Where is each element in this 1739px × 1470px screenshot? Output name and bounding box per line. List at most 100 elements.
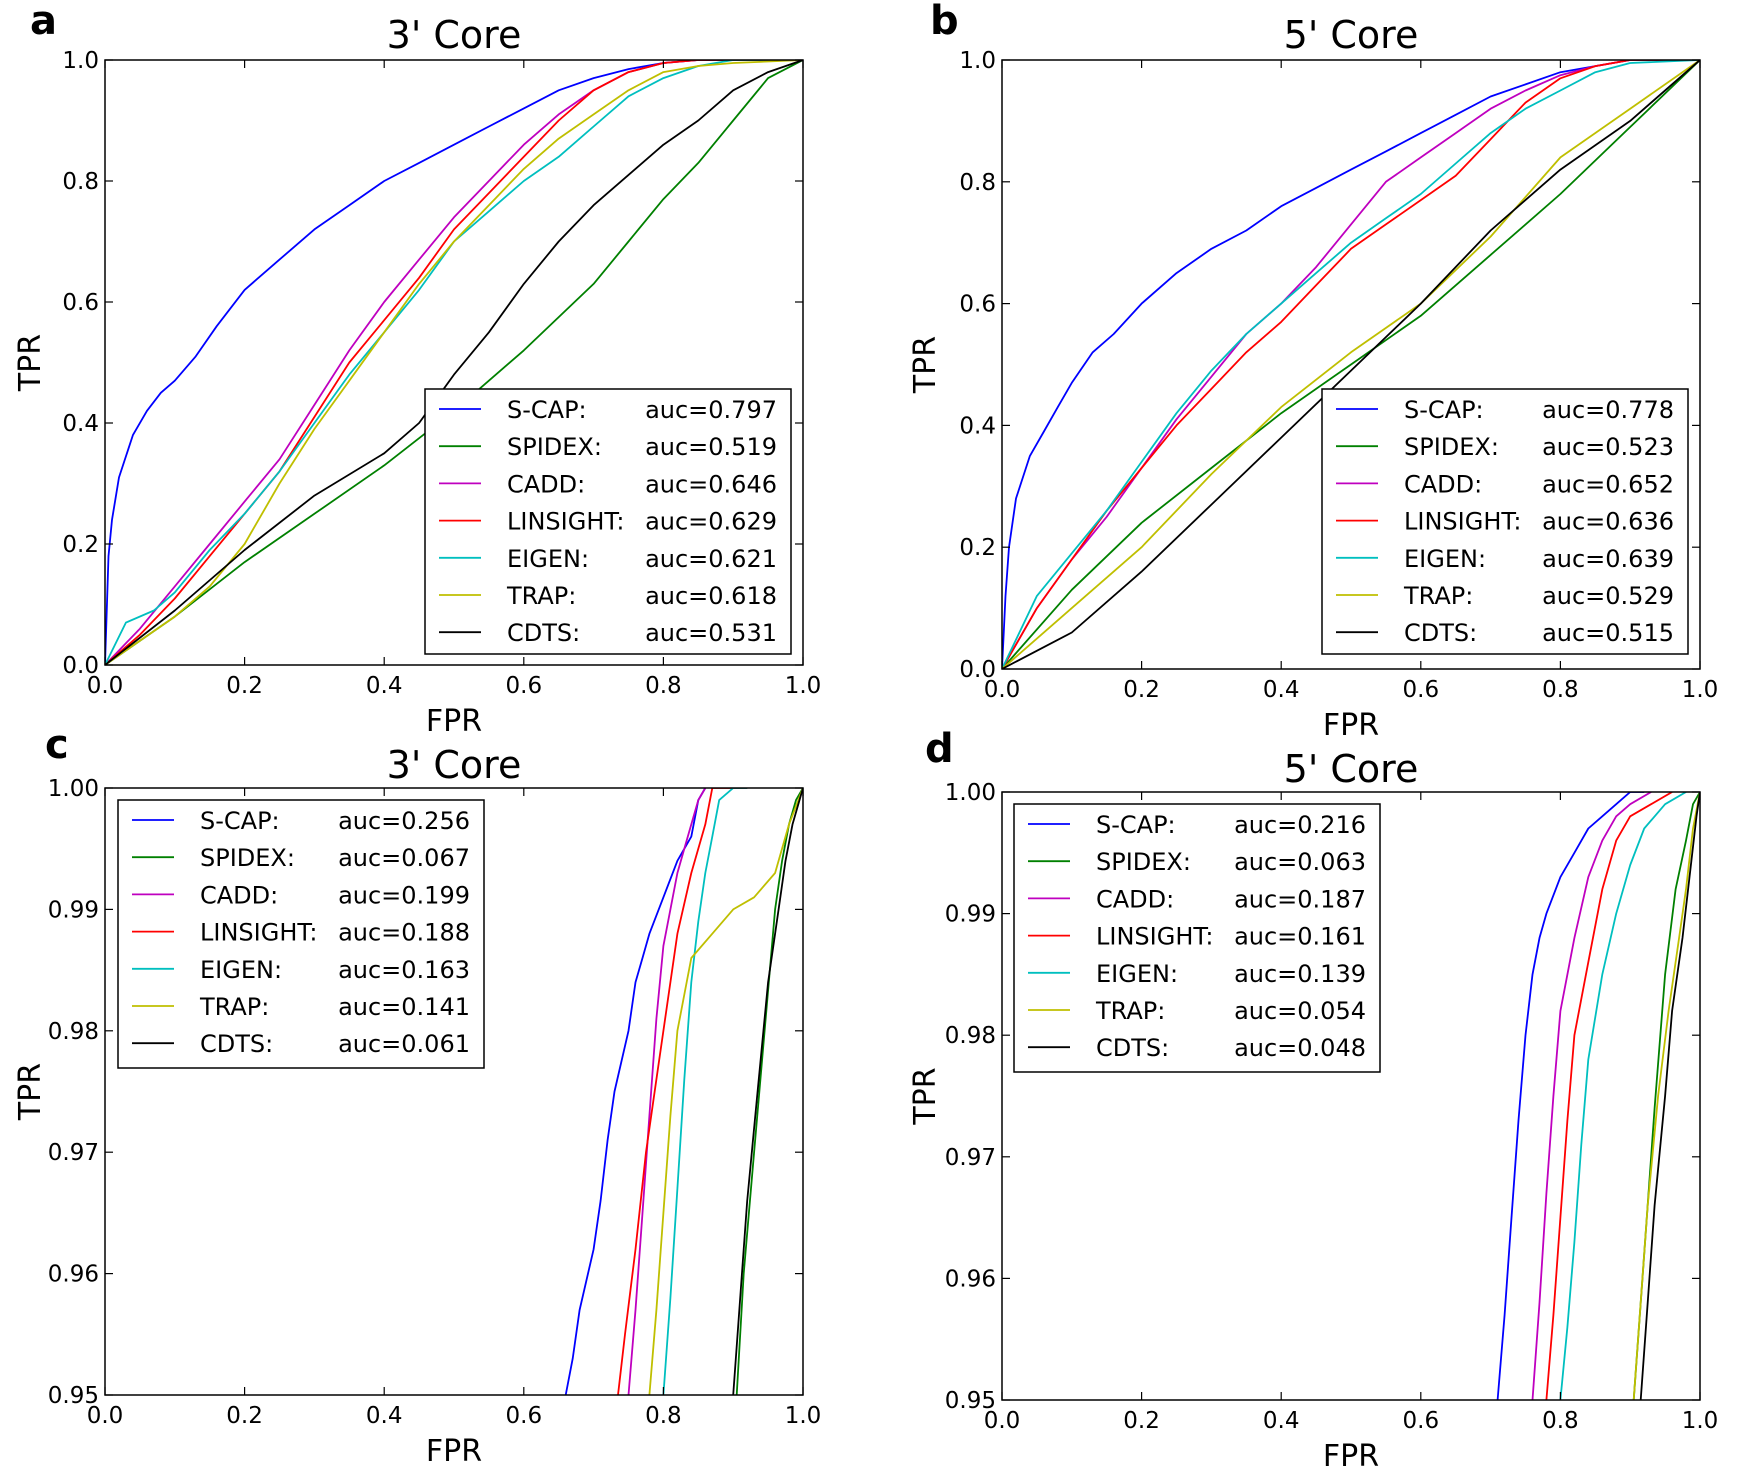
legend-label: CDTS:: [507, 619, 580, 647]
legend-auc: auc=0.621: [645, 545, 777, 573]
legend-label: TRAP:: [199, 993, 269, 1021]
x-tick-label: 0.8: [1542, 677, 1579, 703]
x-axis-label: FPR: [426, 704, 482, 739]
legend-auc: auc=0.629: [645, 508, 777, 536]
legend-auc: auc=0.797: [645, 396, 777, 424]
series-line-s-cap: [1496, 792, 1645, 1400]
legend-auc: auc=0.161: [1234, 923, 1366, 951]
legend-auc: auc=0.646: [645, 470, 777, 498]
y-tick-label: 1.0: [62, 48, 99, 74]
series-line-spidex: [1002, 60, 1700, 669]
y-tick-label: 1.0: [959, 48, 996, 74]
series-line-cadd: [627, 788, 707, 1395]
series-line-spidex: [735, 788, 803, 1395]
x-tick-label: 0.0: [984, 677, 1021, 703]
legend: S-CAP: auc=0.797 SPIDEX: auc=0.519 CADD: auc=…: [424, 388, 792, 655]
chart-panel-b: b 5' Core 0.0 0.2 0.4 0.6 0.8 1.0 0.0 0.2 0.4 0.6 0.…: [908, 0, 1718, 743]
legend-auc: auc=0.636: [1542, 508, 1674, 536]
x-tick-label: 0.8: [645, 1403, 682, 1429]
y-tick-label: 0.2: [62, 532, 99, 558]
legend-label: EIGEN:: [1404, 545, 1486, 573]
legend-auc: auc=0.187: [1234, 885, 1366, 913]
series-line-cdts: [1639, 792, 1700, 1400]
series-line-cadd: [1531, 792, 1652, 1400]
legend: S-CAP: auc=0.216 SPIDEX: auc=0.063 CADD: auc=…: [1013, 803, 1381, 1073]
legend-label: CADD:: [1096, 885, 1174, 913]
y-tick-label: 0.99: [945, 902, 996, 928]
series-line-trap: [648, 788, 803, 1395]
y-axis-label: TPR: [908, 336, 943, 394]
y-tick-label: 0.8: [959, 170, 996, 196]
series-line-trap: [1632, 792, 1700, 1400]
y-tick-label: 0.95: [48, 1383, 99, 1409]
series-line-eigen: [105, 60, 803, 665]
legend: S-CAP: auc=0.778 SPIDEX: auc=0.523 CADD: auc=…: [1321, 388, 1689, 655]
x-tick-label: 0.2: [1123, 677, 1160, 703]
series-line-spidex: [105, 60, 803, 665]
legend-auc: auc=0.256: [338, 807, 470, 835]
series-line-linsight: [1545, 792, 1673, 1400]
y-tick-label: 0.6: [62, 290, 99, 316]
chart-title: 3' Core: [387, 743, 522, 787]
legend-label: SPIDEX:: [1096, 848, 1191, 876]
x-tick-label: 0.0: [984, 1408, 1021, 1434]
panel-letter: b: [930, 0, 959, 44]
legend-box: [117, 799, 485, 1069]
y-tick-label: 0.6: [959, 292, 996, 318]
legend-auc: auc=0.778: [1542, 396, 1674, 424]
plot-frame: [1001, 59, 1701, 670]
legend-label: EIGEN:: [1096, 960, 1178, 988]
legend-auc: auc=0.529: [1542, 582, 1674, 610]
panel-letter: a: [30, 0, 57, 44]
series-line-s-cap: [1002, 60, 1700, 669]
legend-label: CDTS:: [200, 1030, 273, 1058]
x-tick-label: 0.4: [1263, 1408, 1300, 1434]
legend-auc: auc=0.531: [645, 619, 777, 647]
legend-auc: auc=0.141: [338, 993, 470, 1021]
series-lines: [1002, 60, 1700, 669]
legend-label: SPIDEX:: [200, 844, 295, 872]
series-line-cdts: [1002, 60, 1700, 669]
series-line-cadd: [1002, 60, 1700, 669]
plot-frame: [104, 59, 804, 666]
legend-label: S-CAP:: [1096, 811, 1176, 839]
chart-panel-a: a 3' Core 0.0 0.2 0.4 0.6 0.8 1.0 0.0 0.2 0.4 0.6 0.…: [13, 0, 821, 739]
chart-title: 3' Core: [387, 13, 522, 57]
x-tick-label: 0.0: [87, 1403, 124, 1429]
legend-auc: auc=0.519: [645, 433, 777, 461]
y-tick-label: 0.97: [945, 1145, 996, 1171]
x-axis-label: FPR: [426, 1434, 482, 1469]
series-line-spidex: [1632, 792, 1700, 1400]
legend-label: EIGEN:: [200, 956, 282, 984]
legend-auc: auc=0.188: [338, 919, 470, 947]
legend-box: [424, 388, 792, 655]
series-lines: [1496, 792, 1700, 1400]
legend-auc: auc=0.048: [1234, 1034, 1366, 1062]
y-tick-label: 1.00: [945, 780, 996, 806]
y-tick-label: 0.2: [959, 535, 996, 561]
legend-label: LINSIGHT:: [507, 508, 624, 536]
series-line-eigen: [1559, 792, 1687, 1400]
x-tick-label: 0.4: [1263, 677, 1300, 703]
legend-label: S-CAP:: [1404, 396, 1484, 424]
legend-box: [1321, 388, 1689, 655]
legend-label: CADD:: [507, 470, 585, 498]
legend-auc: auc=0.163: [338, 956, 470, 984]
legend-auc: auc=0.515: [1542, 619, 1674, 647]
series-line-trap: [105, 60, 803, 665]
legend-label: TRAP:: [1403, 582, 1473, 610]
x-tick-label: 0.6: [506, 673, 543, 699]
plot-frame: [1001, 791, 1701, 1401]
x-tick-label: 0.6: [1403, 1408, 1440, 1434]
y-tick-label: 0.96: [48, 1262, 99, 1288]
series-line-eigen: [662, 788, 748, 1395]
legend-auc: auc=0.523: [1542, 433, 1674, 461]
chart-panel-d: d 5' Core 0.0 0.2 0.4 0.6 0.8 1.0 0.95 0.96 0.97 0.…: [908, 726, 1718, 1470]
plot-frame: [104, 787, 804, 1396]
y-tick-label: 0.0: [62, 653, 99, 679]
legend-auc: auc=0.063: [1234, 848, 1366, 876]
series-line-linsight: [105, 60, 803, 665]
y-axis-label: TPR: [908, 1067, 943, 1125]
legend-label: S-CAP:: [200, 807, 280, 835]
legend-label: EIGEN:: [507, 545, 589, 573]
